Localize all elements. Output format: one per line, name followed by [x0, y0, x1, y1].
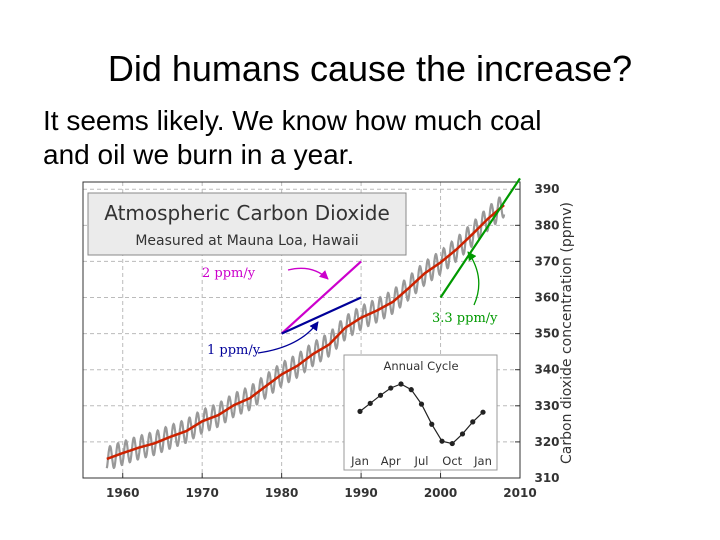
slope-line-3.3ppm	[439, 177, 521, 299]
slope-line-1ppm	[281, 296, 362, 335]
y-tick-label-380: 380	[534, 218, 559, 232]
y-tick-label-340: 340	[534, 363, 559, 377]
inset-point-9	[449, 440, 455, 447]
x-tick-label-1970: 1970	[185, 486, 218, 500]
slide-title: Did humans cause the increase?	[107, 48, 633, 89]
label-1ppm: 1 ppm/y	[207, 343, 261, 358]
x-tick-label-1990: 1990	[344, 486, 377, 500]
inset-tick-label-4: Jan	[473, 454, 492, 468]
inset-point-2	[377, 392, 384, 398]
inset-tick-label-3: Oct	[442, 454, 462, 468]
inset-point-4	[398, 381, 404, 387]
inset-point-7	[429, 421, 435, 427]
arrow-1ppm	[257, 321, 319, 354]
arrow-2ppm	[287, 267, 329, 280]
inset-point-10	[459, 431, 466, 437]
title-box	[87, 192, 407, 256]
y-tick-label-350: 350	[534, 327, 559, 341]
y-tick-label-390: 390	[534, 182, 559, 196]
inset-point-12	[480, 409, 486, 415]
x-tick-label-1960: 1960	[106, 486, 139, 500]
y-axis-label: Carbon dioxide concentration (ppmv)	[559, 202, 575, 464]
label-2ppm: 2 ppm/y	[202, 266, 256, 281]
inset-title: Annual Cycle	[383, 359, 458, 373]
inset-tick-label-0: Jan	[350, 454, 369, 468]
x-tick-label-2000: 2000	[424, 486, 457, 500]
x-tick-label-2010: 2010	[503, 486, 536, 500]
y-tick-label-360: 360	[534, 291, 559, 305]
bullet-text-line-2: and oil we burn in a year.	[43, 139, 355, 170]
trend-co2-line	[106, 204, 505, 461]
inset-tick-label-1: Apr	[381, 454, 401, 468]
inset-point-8	[439, 438, 445, 444]
chart-title: Atmospheric Carbon Dioxide	[104, 201, 390, 225]
inset-point-0	[357, 408, 363, 414]
inset-point-3	[388, 385, 394, 391]
bullet-text-line-1: It seems likely. We know how much coal	[43, 105, 542, 136]
label-3.3ppm: 3.3 ppm/y	[432, 311, 498, 326]
inset-point-6	[418, 401, 425, 407]
inset-box	[343, 354, 498, 471]
inset-point-1	[367, 400, 373, 406]
inset-tick-label-2: Jul	[414, 454, 429, 468]
plot-frame	[82, 181, 521, 479]
y-tick-label-330: 330	[534, 399, 559, 413]
inset-point-5	[408, 387, 414, 393]
y-tick-label-370: 370	[534, 254, 559, 268]
slope-line-2ppm	[280, 260, 362, 335]
y-tick-label-320: 320	[534, 435, 559, 449]
x-tick-label-1980: 1980	[265, 486, 298, 500]
chart-subtitle: Measured at Mauna Loa, Hawaii	[135, 233, 358, 249]
y-tick-label-310: 310	[534, 471, 559, 485]
arrow-3.3ppm	[467, 251, 480, 306]
inset-point-11	[470, 419, 476, 425]
